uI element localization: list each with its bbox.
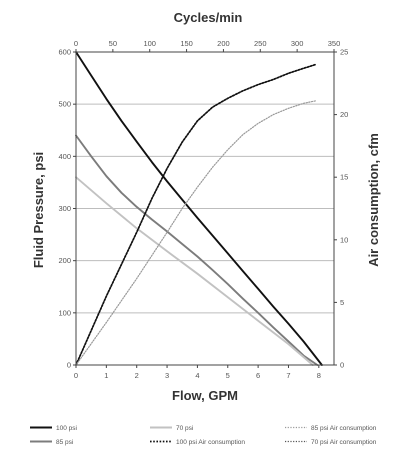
legend-label: 85 psi (56, 439, 73, 446)
y-tick-label: 400 (58, 152, 71, 161)
top-x-axis-title: Cycles/min (174, 10, 243, 25)
x-tick-label: 3 (165, 371, 169, 380)
top-x-tick-label: 350 (328, 39, 341, 48)
right-y-tick-label: 0 (340, 361, 344, 370)
right-y-tick-label: 25 (340, 48, 348, 57)
y-tick-label: 300 (58, 204, 71, 213)
series-line-2 (75, 176, 314, 366)
x-tick-label: 2 (135, 371, 139, 380)
top-x-tick-label: 150 (180, 39, 193, 48)
series-line-1 (75, 134, 319, 366)
legend-label: 85 psi Air consumption (311, 425, 377, 432)
series-line-0 (75, 51, 323, 366)
top-x-tick-label: 0 (74, 39, 78, 48)
top-x-tick-label: 250 (254, 39, 267, 48)
legend: 100 psi 70 psi 85 psi Air consumption 85 ps… (30, 425, 377, 446)
top-x-tick-label: 300 (291, 39, 304, 48)
top-x-tick-label: 200 (217, 39, 230, 48)
x-tick-label: 4 (195, 371, 199, 380)
right-y-tick-label: 15 (340, 173, 348, 182)
x-tick-label: 0 (74, 371, 78, 380)
series-line-4 (75, 100, 317, 366)
legend-label: 70 psi Air consumption (311, 439, 377, 446)
y-tick-label: 200 (58, 256, 71, 265)
y-tick-label: 600 (58, 48, 71, 57)
legend-label: 100 psi Air consumption (176, 439, 245, 446)
x-tick-label: 8 (317, 371, 321, 380)
series-layer (75, 51, 323, 366)
right-y-tick-label: 5 (340, 298, 344, 307)
y-tick-label: 0 (67, 361, 71, 370)
y-tick-label: 500 (58, 100, 71, 109)
top-x-tick-label: 50 (109, 39, 117, 48)
x-axis-title: Flow, GPM (172, 388, 238, 403)
series-line-3 (75, 63, 317, 366)
x-tick-label: 7 (286, 371, 290, 380)
x-tick-label: 5 (226, 371, 230, 380)
x-tick-label: 1 (104, 371, 108, 380)
legend-label: 100 psi (56, 425, 77, 432)
grid-layer (76, 51, 334, 314)
x-tick-label: 6 (256, 371, 260, 380)
y-tick-label: 100 (58, 308, 71, 317)
legend-label: 70 psi (176, 425, 193, 432)
right-y-tick-label: 10 (340, 235, 348, 244)
right-y-tick-label: 20 (340, 110, 348, 119)
top-x-tick-label: 100 (143, 39, 156, 48)
y-axis-title: Fluid Pressure, psi (31, 152, 46, 268)
right-y-axis-title: Air consumption, cfm (366, 133, 381, 267)
